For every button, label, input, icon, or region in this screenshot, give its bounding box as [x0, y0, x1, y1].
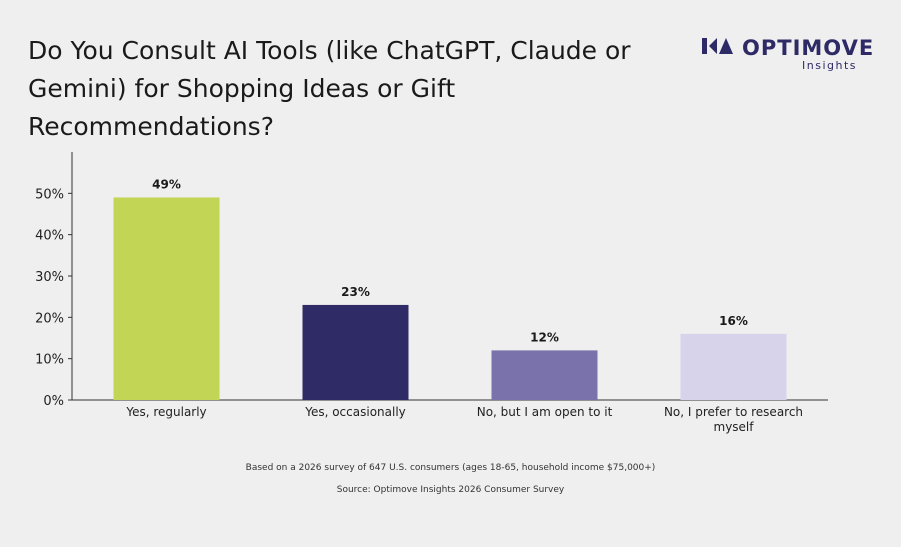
data-label: 49%	[152, 177, 181, 191]
x-tick-label: Yes, regularly	[125, 405, 206, 419]
logo-wordmark: OPTIMOVE	[742, 36, 875, 60]
optimove-logo-icon	[702, 38, 733, 54]
bar	[680, 333, 787, 400]
y-tick-label: 50%	[35, 187, 64, 202]
x-tick-label: No, but I am open to it	[477, 405, 613, 419]
chart-title: Do You Consult AI Tools (like ChatGPT, C…	[28, 36, 631, 141]
bar	[302, 304, 409, 400]
source-note: Source: Optimove Insights 2026 Consumer …	[336, 485, 565, 495]
data-label: 16%	[719, 314, 748, 328]
bar	[113, 197, 220, 400]
x-tick-label: Yes, occasionally	[304, 405, 406, 419]
y-tick-label: 0%	[43, 394, 64, 409]
bar	[491, 350, 598, 400]
logo-subtitle: Insights	[802, 59, 858, 72]
data-label: 23%	[341, 285, 370, 299]
y-tick-label: 30%	[35, 270, 64, 285]
optimove-logo: OPTIMOVE Insights	[702, 36, 873, 72]
y-tick-label: 20%	[35, 311, 64, 326]
data-label: 12%	[530, 330, 559, 344]
y-tick-label: 10%	[35, 353, 64, 368]
y-tick-label: 40%	[35, 229, 64, 244]
x-tick-label: No, I prefer to research myself	[664, 405, 803, 434]
footnote: Based on a 2026 survey of 647 U.S. consu…	[245, 463, 656, 473]
